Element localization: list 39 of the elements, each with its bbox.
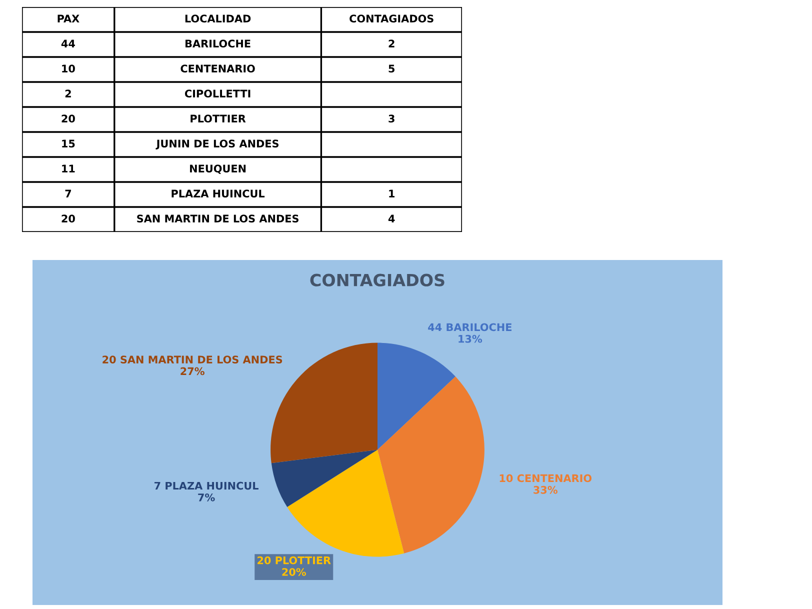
slice-label: 7 PLAZA HUINCUL — [154, 482, 258, 490]
pie-slice — [378, 342, 456, 450]
data-label: 7% — [198, 493, 215, 502]
slice-label: 44 BARILOCHE — [428, 323, 512, 332]
data-label: 20% — [282, 568, 306, 576]
data-label: 10 — [62, 64, 75, 73]
data-label: 27% — [180, 367, 204, 376]
data-label: 4 — [388, 214, 395, 222]
data-label: 11 — [62, 164, 75, 172]
data-label: 3 — [388, 114, 394, 123]
slice-label: 10 CENTENARIO — [500, 474, 592, 482]
text: LOCALIDAD — [185, 14, 251, 23]
category-label: JUNIN DE LOS ANDES — [156, 140, 279, 150]
data-label: 44 — [61, 40, 75, 48]
data-label: 13% — [458, 334, 482, 343]
data-label: 2 — [65, 90, 71, 98]
category-label: CIPOLLETTI — [184, 90, 250, 98]
data-label: 20 — [62, 114, 75, 123]
category-label: PLOTTIER — [190, 114, 246, 123]
category-label: SAN MARTIN DE LOS ANDES — [137, 214, 298, 223]
data-label: 20 — [62, 214, 75, 223]
category-label: PLAZA HUINCUL — [172, 190, 265, 198]
pie-slice — [271, 450, 378, 508]
data-label: 5 — [388, 64, 394, 73]
slice-label: 20 SAN MARTIN DE LOS ANDES — [102, 356, 282, 364]
data-label: 2 — [388, 40, 394, 48]
text: CONTAGIADOS — [350, 14, 434, 23]
data-label: 15 — [62, 140, 75, 148]
category-label: BARILOCHE — [186, 40, 250, 48]
data-label: 33% — [534, 486, 558, 494]
data-label: 1 — [389, 190, 395, 198]
chart-title: CONTAGIADOS — [310, 274, 444, 286]
pie-slice — [378, 376, 484, 554]
category-label: NEUQUEN — [190, 164, 246, 174]
category-label: CENTENARIO — [180, 64, 255, 73]
pie-slice — [287, 450, 404, 557]
text: PAX — [58, 14, 80, 22]
data-label: 7 — [65, 190, 71, 198]
slice-label: 20 PLOTTIER — [258, 556, 331, 564]
